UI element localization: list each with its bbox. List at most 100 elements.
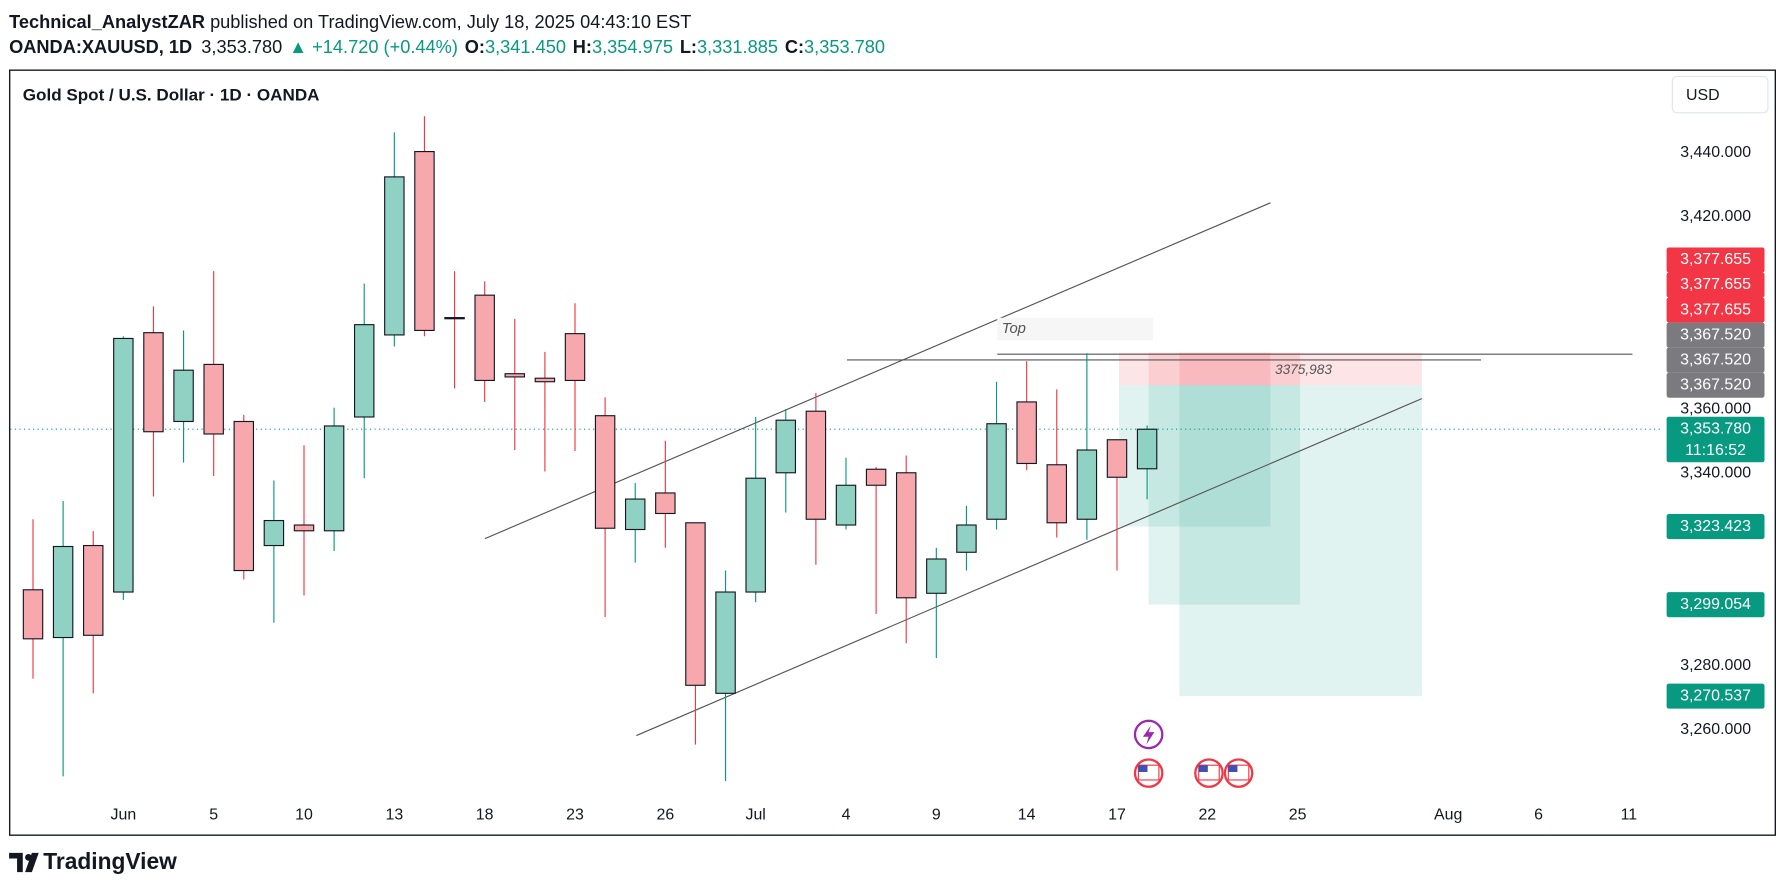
candle-body	[895, 472, 917, 599]
price-tag-label: 3,377.655	[1680, 301, 1751, 318]
x-tick-label: Jun	[111, 806, 137, 823]
price-tag	[1666, 322, 1765, 348]
candle-body	[594, 415, 616, 529]
candle-body	[293, 524, 315, 532]
change: ▲ +14.720 (+0.44%)	[289, 37, 458, 57]
ohlc-value: 3,354.975	[592, 37, 673, 57]
ohlc-label: O:	[465, 37, 485, 57]
trend-line	[484, 202, 1271, 540]
candle-body	[715, 591, 736, 694]
candle-body	[143, 332, 164, 433]
candle-body	[22, 589, 44, 640]
candle-body	[1136, 428, 1158, 470]
x-tick-label: 25	[1289, 806, 1307, 823]
y-tick-label: 3,260.000	[1680, 721, 1751, 738]
level-label: 3375,983	[1275, 362, 1332, 377]
author: Technical_AnalystZAR	[9, 12, 205, 32]
price-tag-label: 3,270.537	[1680, 687, 1751, 704]
brand: TradingView	[43, 848, 177, 874]
ohlc-label: C:	[785, 37, 804, 57]
flag-icons[interactable]	[1133, 758, 1254, 788]
price-tag	[1666, 514, 1765, 540]
candle-body	[685, 522, 706, 686]
brand-logo	[9, 852, 39, 873]
top-label: Top	[1002, 321, 1026, 337]
stop-zone	[1179, 352, 1422, 386]
candle-body	[444, 317, 465, 320]
x-tick-label: 23	[566, 806, 584, 823]
publish-line: Technical_AnalystZAR published on Tradin…	[9, 12, 691, 32]
trend-line	[636, 398, 1423, 737]
candle-body	[564, 333, 586, 382]
y-tick-label: 3,420.000	[1680, 208, 1751, 225]
label-box	[997, 317, 1154, 341]
price-tag	[1666, 297, 1765, 323]
ohlc-label: H:	[573, 37, 592, 57]
y-tick-label: 3,280.000	[1680, 657, 1751, 674]
last-price: 3,353.780	[201, 37, 282, 57]
candle-body	[1016, 401, 1037, 465]
candle-body	[384, 176, 405, 336]
ohlc-value: 3,331.885	[697, 37, 778, 57]
y-tick-label: 3,440.000	[1680, 144, 1751, 161]
candle-body	[1046, 464, 1068, 524]
price-tag-label: 3,367.520	[1680, 326, 1751, 343]
candle-body	[203, 363, 224, 435]
price-tag	[1666, 247, 1765, 273]
price-tag-label: 3,299.054	[1680, 596, 1751, 613]
price-tag-label: 3,323.423	[1680, 518, 1751, 535]
published: published on TradingView.com, July 18, 2…	[210, 12, 691, 32]
chart-frame	[8, 69, 1777, 836]
target-zone	[1148, 385, 1301, 605]
candle-body	[926, 558, 947, 594]
candle-body	[745, 477, 766, 593]
price-tag	[1666, 683, 1765, 709]
positions	[10, 352, 1663, 697]
drawings: Top 3375,983	[484, 202, 1633, 737]
symbol-line: OANDA:XAUUSD, 1D 3,353.780 ▲ +14.720 (+0.4…	[9, 37, 885, 57]
currency[interactable]: USD	[1686, 87, 1720, 104]
x-tick-label: 13	[385, 806, 403, 823]
symbol: OANDA:XAUUSD, 1D	[9, 37, 192, 57]
chart-title: Gold Spot / U.S. Dollar · 1D · OANDA	[23, 85, 320, 104]
currency-button[interactable]	[1671, 75, 1769, 114]
x-tick-label: 22	[1198, 806, 1216, 823]
candle-body	[1076, 449, 1098, 520]
candle-body	[474, 294, 495, 382]
stop-zone	[1148, 352, 1301, 386]
price-tag-label: 3,377.655	[1680, 276, 1751, 293]
x-tick-label: 17	[1108, 806, 1126, 823]
x-tick-label: Aug	[1434, 806, 1462, 823]
candle-body	[835, 484, 857, 526]
candle-body	[233, 420, 255, 572]
price-tag	[1666, 416, 1765, 463]
lightning	[1142, 725, 1155, 745]
candle-body	[504, 373, 526, 378]
events	[1133, 719, 1254, 788]
price-tag-label: 3,367.520	[1680, 376, 1751, 393]
candle-body	[1106, 439, 1128, 478]
candle-body	[113, 337, 134, 593]
x-tick-label: 11	[1621, 806, 1638, 823]
candle-body	[52, 545, 74, 639]
candle-body	[986, 423, 1007, 520]
price-tag-label: 3,377.655	[1680, 251, 1751, 268]
x-tick-label: 5	[209, 806, 218, 823]
price-tag-label: 3,353.780	[1680, 420, 1751, 437]
candle-body	[775, 419, 797, 474]
price-tag	[1666, 592, 1765, 618]
ohlc-value: 3,353.780	[804, 37, 885, 57]
x-tick-label: 26	[656, 806, 674, 823]
price-tag-label: 3,367.520	[1680, 351, 1751, 368]
stop-zone	[1119, 352, 1271, 386]
candles	[22, 116, 1158, 782]
candle-body	[534, 377, 556, 383]
candle-body	[655, 492, 676, 515]
x-tick-label: 9	[932, 806, 941, 823]
x-tick-label: 18	[476, 806, 494, 823]
x-tick-label: 14	[1018, 806, 1036, 823]
candle-body	[263, 519, 285, 547]
candle-body	[805, 410, 827, 520]
axes: Jun 5 10 13 18 23 26 Jul 4 9 14 17 22 25 Aug 6 11 3,440.0…	[111, 144, 1765, 823]
